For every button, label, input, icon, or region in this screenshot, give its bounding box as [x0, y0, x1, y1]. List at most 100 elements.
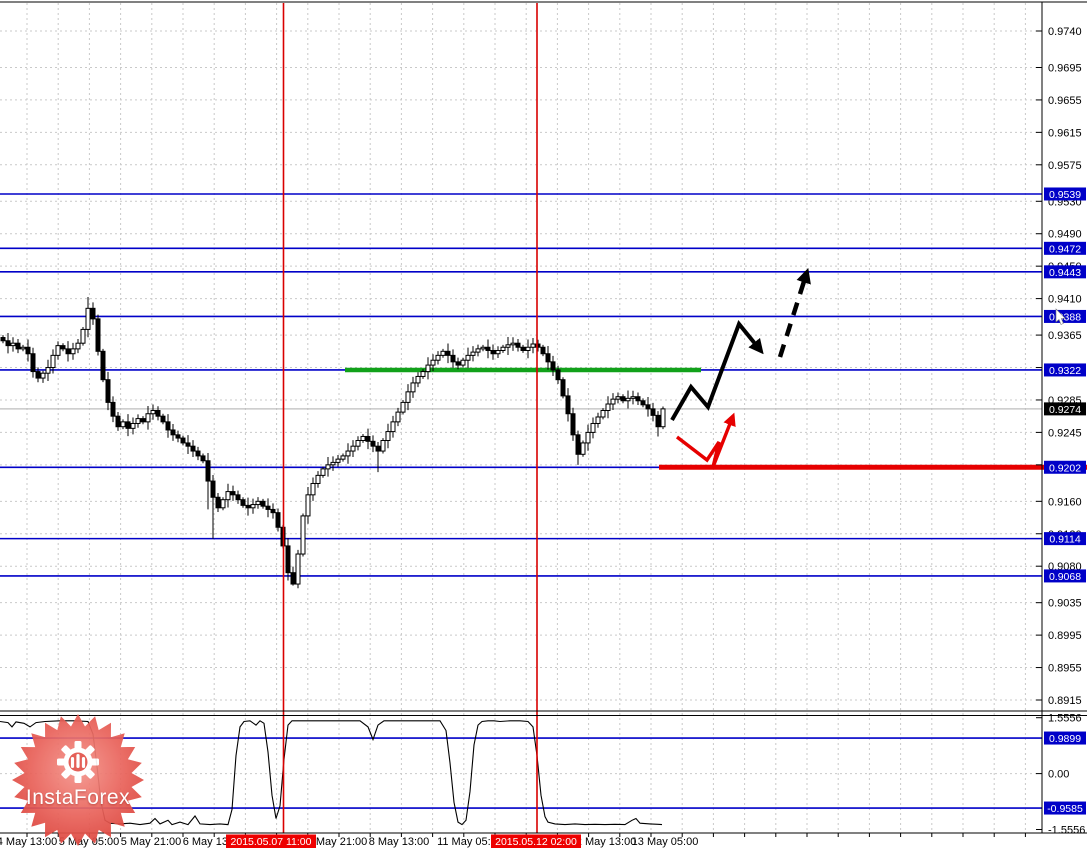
- candle-body: [50, 354, 56, 369]
- candle-body: [205, 460, 211, 482]
- price-badge-text: 0.9388: [1049, 311, 1081, 323]
- candle-body: [105, 379, 111, 403]
- candle-body: [375, 445, 381, 452]
- price-tick-label: 0.9410: [1048, 294, 1082, 306]
- candle-body: [440, 350, 446, 356]
- red-zigzag-arrow[interactable]: [675, 412, 736, 468]
- candle-body: [320, 468, 326, 476]
- candle-body: [30, 353, 36, 373]
- candle-body: [445, 350, 451, 356]
- price-tick-label: 0.9695: [1048, 62, 1082, 74]
- projection-arrow-dashed[interactable]: [777, 267, 811, 358]
- price-tick-label: 0.9490: [1048, 229, 1082, 241]
- candle-body: [450, 354, 456, 363]
- candle-body: [525, 346, 531, 351]
- grid: [0, 3, 1042, 833]
- candle-body: [230, 491, 236, 496]
- projection-arrow-solid[interactable]: [670, 320, 764, 421]
- candle-body: [265, 505, 271, 510]
- price-tick-label: 0.9035: [1048, 598, 1082, 610]
- candle-body: [535, 343, 541, 348]
- candle-body: [210, 480, 216, 498]
- candle-body: [295, 553, 301, 585]
- candle-body: [250, 504, 256, 509]
- candle-body: [585, 431, 591, 444]
- candle-body: [660, 408, 666, 428]
- candle-body: [170, 429, 176, 436]
- time-label: 5 May 21:00: [121, 836, 182, 848]
- osc-badge: -0.9585: [1044, 801, 1086, 815]
- candle-body: [5, 340, 11, 347]
- current-price-badge: 0.9274: [1044, 402, 1086, 416]
- candle-body: [625, 397, 631, 402]
- candle-body: [300, 515, 306, 555]
- candle-body: [520, 346, 526, 351]
- time-event-badge: 2015.05.07 11:00: [226, 834, 316, 848]
- time-label: 7 May 21:00: [307, 836, 368, 848]
- candle-body: [365, 435, 371, 442]
- candle-body: [590, 422, 596, 433]
- candle-body: [515, 342, 521, 348]
- osc-tick-label: 0.00: [1048, 769, 1069, 781]
- mouse-cursor: [1055, 308, 1066, 325]
- candle-body: [505, 344, 511, 348]
- candle-body: [90, 307, 96, 320]
- candle-body: [455, 361, 461, 366]
- candle-body: [345, 450, 351, 457]
- candle-body: [235, 494, 241, 501]
- candle-body: [180, 437, 186, 444]
- price-tick-label: 0.9245: [1048, 427, 1082, 439]
- candle-body: [555, 369, 561, 381]
- candle-body: [400, 401, 406, 413]
- candle-body: [100, 350, 106, 381]
- candle-body: [0, 337, 6, 342]
- candle-body: [245, 504, 251, 509]
- candle-body: [460, 359, 466, 366]
- candle-body: [200, 455, 206, 462]
- price-badge: 0.9472: [1044, 241, 1086, 255]
- candle-body: [395, 411, 401, 423]
- price-tick-label: 0.9365: [1048, 330, 1082, 342]
- price-badge-text: 0.9472: [1049, 243, 1081, 255]
- price-badge: 0.9322: [1044, 363, 1086, 377]
- candle-body: [655, 414, 661, 428]
- candle-body: [570, 413, 576, 436]
- candle-body: [240, 499, 246, 506]
- time-label: 5 May 05:00: [59, 836, 120, 848]
- candle-body: [405, 391, 411, 403]
- candle-body: [645, 404, 651, 410]
- osc-badge-bg: [1044, 731, 1086, 745]
- time-label: 4 May 13:00: [0, 836, 57, 848]
- candle-body: [25, 346, 31, 355]
- time-event-badge: 2015.05.12 02:00: [491, 834, 581, 848]
- price-axis: 0.97400.96950.96550.96150.95750.95300.94…: [1036, 26, 1086, 836]
- candle-body: [40, 372, 46, 379]
- price-tick-label: 0.9740: [1048, 26, 1082, 38]
- osc-badge: 0.9899: [1044, 731, 1086, 745]
- candle-body: [20, 346, 26, 350]
- candle-body: [415, 375, 421, 384]
- candle-body: [305, 494, 311, 517]
- candle-body: [120, 421, 126, 428]
- candle-body: [435, 354, 441, 361]
- price-badge-bg: [1044, 265, 1086, 279]
- candle-body: [335, 458, 341, 463]
- price-tick-label: 0.9615: [1048, 127, 1082, 139]
- candle-body: [420, 371, 426, 377]
- time-label: 12 May 13:00: [570, 836, 637, 848]
- time-label: 13 May 05:00: [632, 836, 699, 848]
- candle-body: [165, 421, 171, 431]
- candle-body: [605, 403, 611, 412]
- time-event-badge-bg: [226, 834, 316, 848]
- price-tick-label: 0.8955: [1048, 663, 1082, 675]
- candle-body: [330, 461, 336, 466]
- price-badge: 0.9443: [1044, 265, 1086, 279]
- candle-body: [135, 418, 141, 424]
- candle-body: [495, 349, 501, 355]
- candle-body: [425, 364, 431, 373]
- candle-body: [390, 421, 396, 433]
- price-badge: 0.9114: [1044, 532, 1086, 546]
- candle-body: [310, 482, 316, 496]
